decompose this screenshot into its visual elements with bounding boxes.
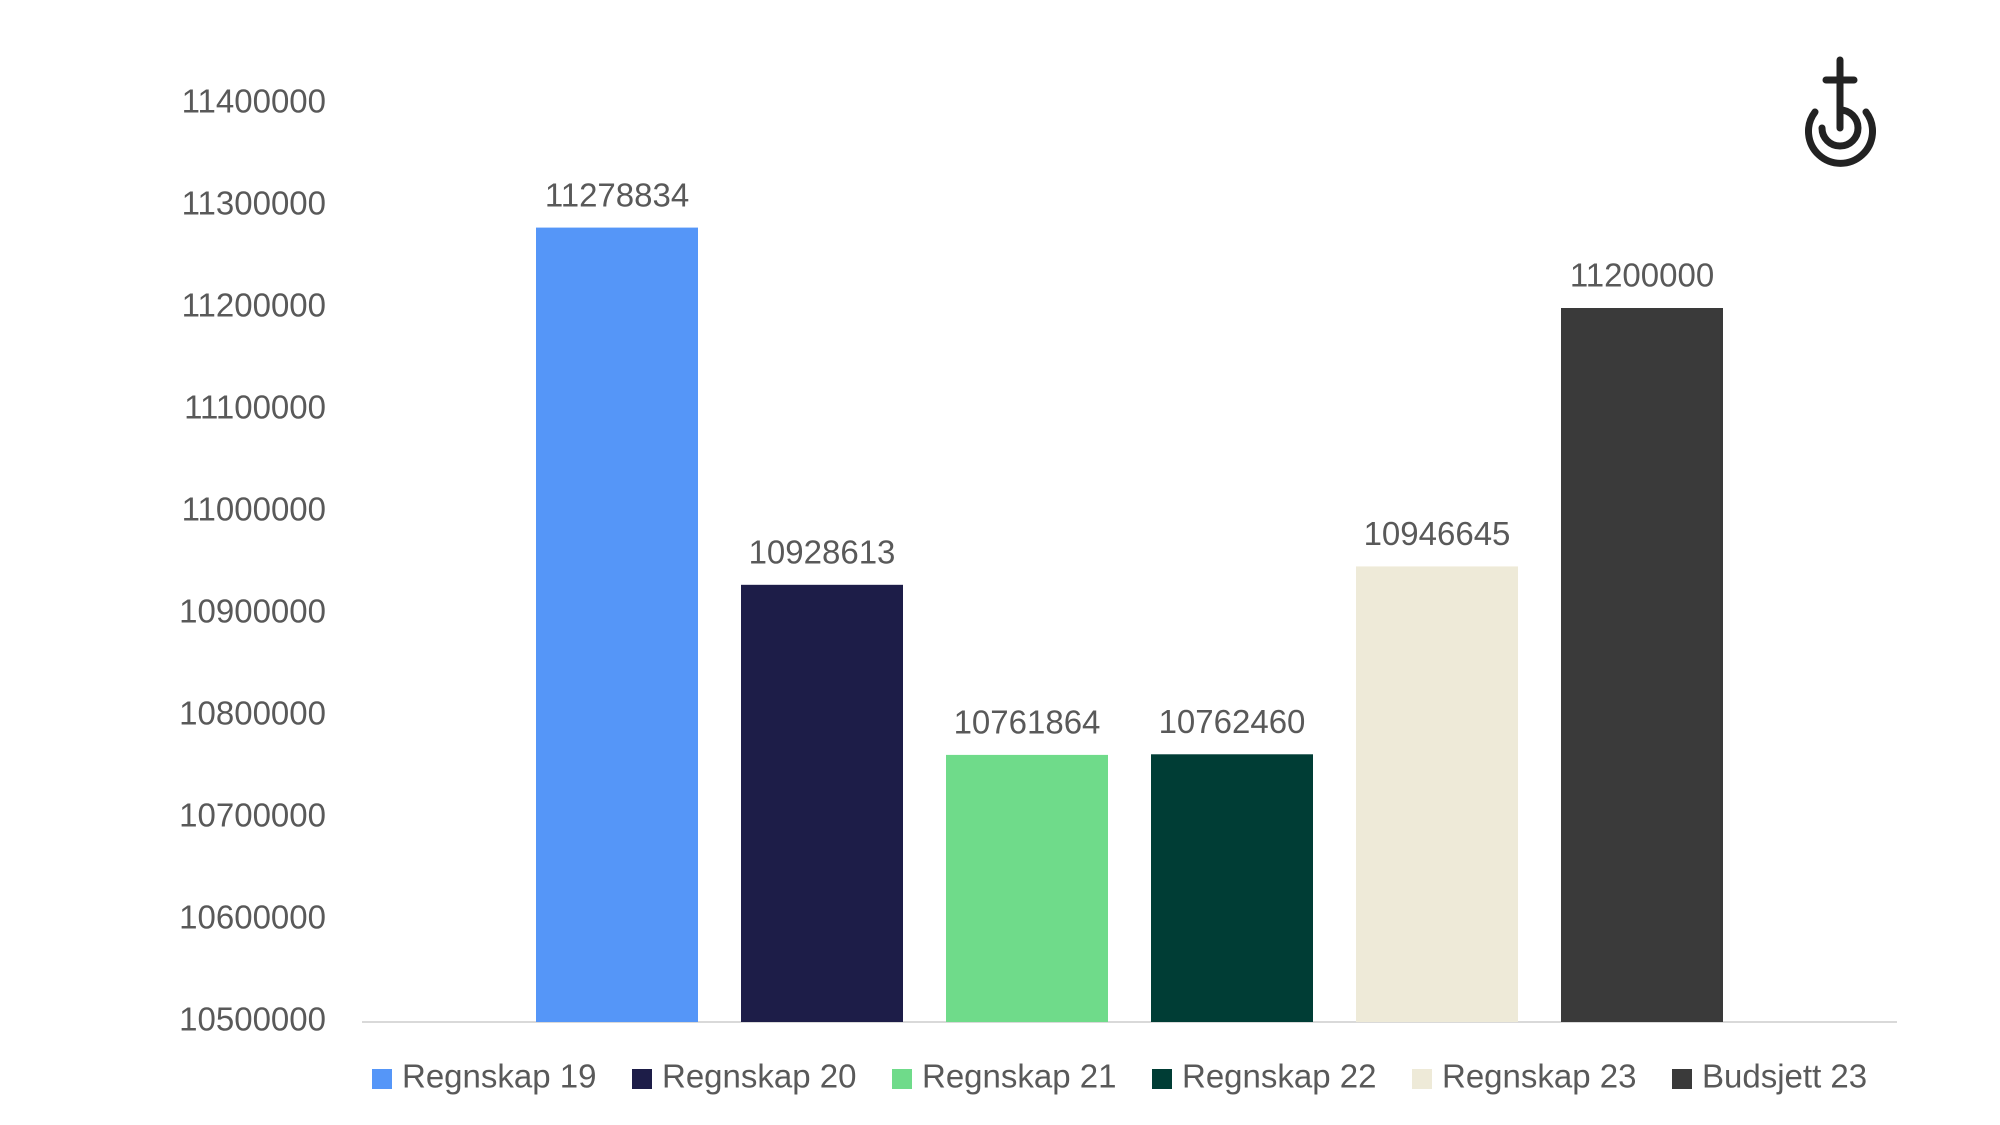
legend-label: Regnskap 20 [662,1058,856,1095]
bar [1561,308,1723,1022]
y-tick-label: 11100000 [184,389,326,426]
data-label: 10946645 [1364,515,1511,552]
legend-swatch [892,1069,912,1089]
legend-label: Budsjett 23 [1702,1058,1867,1095]
legend-label: Regnskap 23 [1442,1058,1636,1095]
y-tick-label: 10900000 [179,593,326,630]
data-label: 10928613 [749,534,896,571]
y-tick-label: 10700000 [179,797,326,834]
y-tick-label: 10500000 [179,1001,326,1038]
legend-swatch [1152,1069,1172,1089]
logo [1805,56,1876,167]
legend-swatch [372,1069,392,1089]
data-label: 11200000 [1570,257,1714,294]
bar [741,584,903,1022]
bar [1151,754,1313,1022]
bar [536,227,698,1022]
bar [946,754,1108,1022]
y-tick-label: 10800000 [179,695,326,732]
data-label: 10762460 [1159,703,1306,740]
data-label: 11278834 [545,176,689,213]
legend-swatch [1672,1069,1692,1089]
legend-label: Regnskap 21 [922,1058,1116,1095]
data-label: 10761864 [954,704,1101,741]
legend-label: Regnskap 22 [1182,1058,1376,1095]
bar [1356,566,1518,1022]
legend-label: Regnskap 19 [402,1058,596,1095]
y-tick-label: 11400000 [182,83,326,120]
legend-swatch [632,1069,652,1089]
legend-swatch [1412,1069,1432,1089]
y-tick-label: 11300000 [182,185,326,222]
y-tick-label: 11200000 [182,287,326,324]
y-tick-label: 11000000 [182,491,326,528]
y-tick-label: 10600000 [179,899,326,936]
